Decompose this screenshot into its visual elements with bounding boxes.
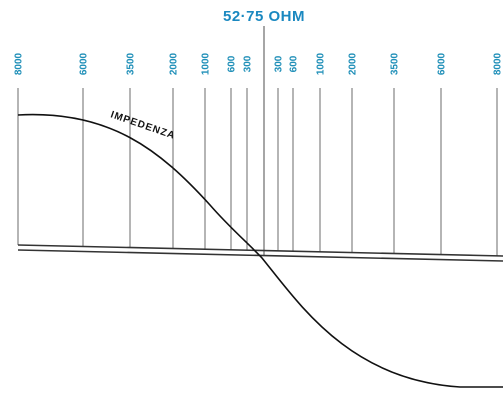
- scale-lines: [17, 88, 498, 256]
- scale-label-10: 2000: [348, 52, 359, 75]
- scale-label-2: 3500: [126, 52, 137, 75]
- scale-label-12: 6000: [437, 52, 448, 75]
- curve-label-impedenza: IMPEDENZA: [109, 109, 177, 142]
- scale-label-8: 600: [289, 55, 300, 72]
- scale-label-11: 3500: [390, 52, 401, 75]
- scale-label-6: 300: [243, 55, 254, 72]
- scale-label-5: 600: [227, 55, 238, 72]
- scale-labels: 8000 6000 3500 2000 1000 600 300 300 600 1000 2000…: [14, 52, 503, 75]
- scale-label-13: 8000: [493, 52, 503, 75]
- scale-label-1: 6000: [79, 52, 90, 75]
- scale-label-3: 2000: [169, 52, 180, 75]
- scale-label-0: 8000: [14, 52, 25, 75]
- scale-label-4: 1000: [201, 52, 212, 75]
- scale-label-9: 1000: [316, 52, 327, 75]
- impedance-curve: [17, 113, 503, 388]
- diagram-title: 52·75 OHM: [223, 8, 305, 25]
- horizontal-axis-top: [17, 244, 503, 257]
- scale-label-7: 300: [274, 55, 285, 72]
